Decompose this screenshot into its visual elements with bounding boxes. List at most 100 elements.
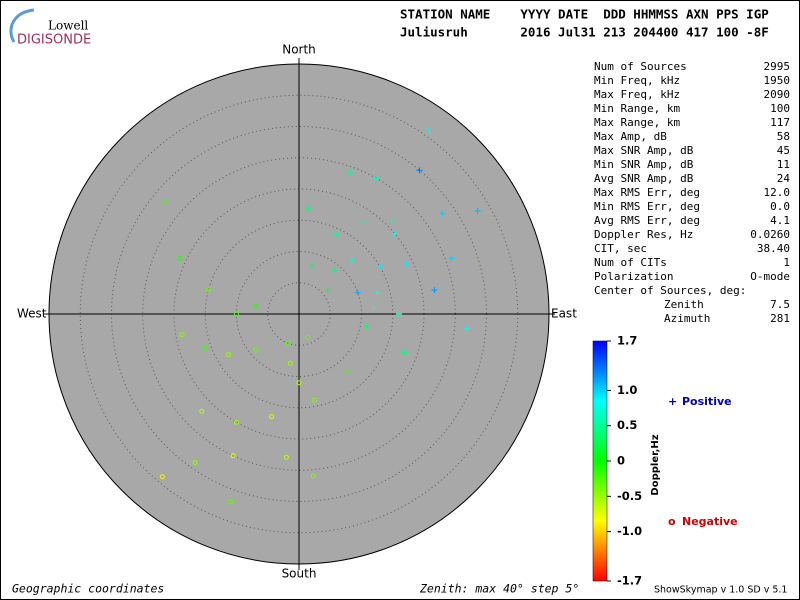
positive-source: [308, 262, 315, 269]
stat-label: CIT, sec: [594, 242, 647, 255]
logo-top: Lowell: [48, 19, 88, 33]
negative-source: [287, 360, 293, 366]
positive-source: [416, 167, 423, 174]
stat-value: 2995: [764, 60, 791, 73]
positive-source: [332, 267, 339, 274]
negative-source: [305, 334, 311, 340]
stat-value: 0.0260: [750, 228, 790, 241]
header-values: Juliusruh 2016 Jul31 213 204400 417 100 …: [400, 25, 769, 40]
stat-label: Min Range, km: [594, 102, 680, 115]
logo-bottom: DIGISONDE: [17, 33, 91, 48]
negative-source: [192, 459, 198, 465]
legend-label: Positive: [682, 395, 732, 408]
stat-value: 45: [777, 144, 790, 157]
legend-label: Negative: [682, 515, 738, 528]
stat-value: 58: [777, 130, 790, 143]
negative-source: [179, 332, 185, 338]
stat-value: 1: [783, 256, 790, 269]
stat-label: Max Amp, dB: [594, 130, 667, 143]
stat-value: O-mode: [750, 270, 790, 283]
positive-source: [403, 260, 410, 267]
negative-source: [311, 397, 317, 403]
positive-source: [431, 287, 438, 294]
footer-middle: Zenith: max 40° step 5°: [419, 582, 579, 596]
negative-source: [269, 414, 275, 420]
stat-label: Min Freq, kHz: [594, 74, 680, 87]
colorbar-tick-label: 0.5: [617, 418, 637, 432]
positive-source: [396, 311, 402, 317]
negative-source: [344, 368, 350, 374]
colorbar-tick-label: 1.7: [617, 334, 637, 348]
positive-source: [401, 349, 408, 356]
stat-value: 4.1: [770, 214, 790, 227]
negative-source: [226, 352, 232, 358]
stat-label: Max RMS Err, deg: [594, 186, 700, 199]
colorbar-tick-label: -1.0: [617, 524, 642, 538]
negative-source: [296, 380, 302, 386]
negative-source: [310, 473, 316, 479]
legend-marker: o: [668, 515, 676, 528]
positive-source: [354, 289, 361, 296]
footer-right: ShowSkymap v 1.0 SD v 5.1: [654, 585, 787, 596]
logo: Lowell DIGISONDE: [9, 8, 91, 48]
positive-source: [474, 207, 481, 214]
stat-label: Num of Sources: [594, 60, 687, 73]
direction-label: West: [17, 307, 47, 321]
negative-source: [177, 256, 183, 262]
legend-marker: +: [668, 395, 677, 408]
stat-value: 38.40: [757, 242, 790, 255]
positive-source: [370, 304, 377, 311]
negative-source: [199, 408, 205, 414]
stat-value: 11: [777, 158, 790, 171]
stat-label: Max SNR Amp, dB: [594, 144, 694, 157]
positive-source: [360, 218, 367, 225]
stat-value: 100: [770, 102, 790, 115]
center-title: Center of Sources, deg:: [594, 284, 746, 297]
header-columns: STATION NAME YYYY DATE DDD HHMMSS AXN PP…: [400, 7, 769, 22]
polar-plot: North South West East: [17, 43, 577, 581]
stat-label: Avg RMS Err, deg: [594, 214, 700, 227]
negative-source: [285, 340, 291, 346]
positive-source: [391, 230, 398, 237]
stat-label: Polarization: [594, 270, 673, 283]
center-label: Azimuth: [664, 312, 710, 325]
stat-value: 0.0: [770, 200, 790, 213]
positive-source: [324, 286, 331, 293]
stat-value: 1950: [764, 74, 791, 87]
colorbar-tick-label: -1.7: [617, 574, 642, 588]
stat-value: 117: [770, 116, 790, 129]
positive-source: [448, 255, 455, 262]
positive-source: [332, 231, 339, 238]
positive-source: [347, 170, 354, 177]
positive-source: [349, 257, 356, 264]
logo-arc: [9, 8, 35, 43]
negative-source: [234, 311, 239, 317]
negative-source: [253, 347, 259, 353]
stat-label: Min RMS Err, deg: [594, 200, 700, 213]
positive-source: [425, 126, 432, 133]
direction-label: North: [282, 43, 316, 57]
colorbar-tick-label: 1.0: [617, 383, 637, 397]
negative-source: [228, 499, 234, 505]
positive-source: [464, 325, 471, 332]
negative-source: [205, 287, 211, 293]
positive-source: [388, 218, 395, 225]
stat-label: Doppler Res, Hz: [594, 228, 693, 241]
negative-source: [159, 474, 165, 480]
stats-panel: Num of Sources 2995 Min Freq, kHz 1950 Max F…: [592, 60, 791, 588]
stat-value: 2090: [764, 88, 791, 101]
colorbar-tick-label: -0.5: [617, 489, 642, 503]
positive-source: [374, 175, 381, 182]
negative-source: [202, 345, 208, 351]
center-value: 7.5: [770, 298, 790, 311]
stat-label: Max Range, km: [594, 116, 680, 129]
positive-source: [374, 289, 381, 296]
direction-label: South: [282, 567, 317, 581]
negative-source: [234, 419, 239, 425]
colorbar-tick-label: 0: [617, 454, 625, 468]
center-value: 281: [770, 312, 790, 325]
stat-value: 12.0: [764, 186, 791, 199]
stat-label: Max Freq, kHz: [594, 88, 680, 101]
center-label: Zenith: [664, 298, 704, 311]
